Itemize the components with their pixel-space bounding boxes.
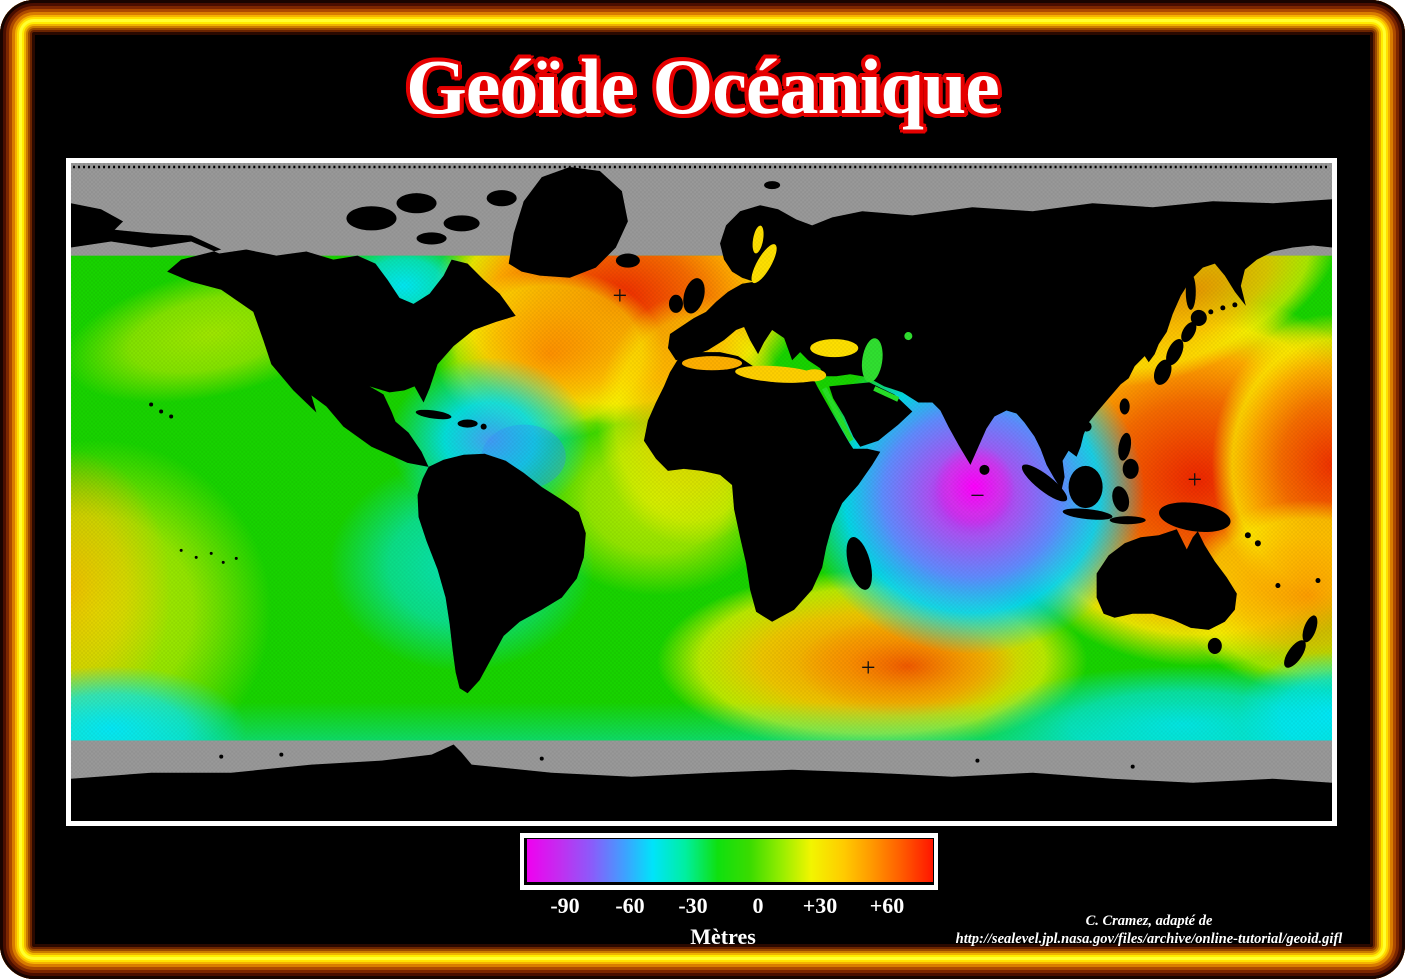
tick-plus-60: +60 <box>869 893 905 918</box>
attribution-line1: C. Cramez, adapté de <box>1085 913 1213 929</box>
colorbar-gradient <box>524 838 934 885</box>
unit-label: Mètres <box>690 924 756 949</box>
marker-north-atlantic-plus: + <box>613 281 628 310</box>
page-title: Geóïde Océanique <box>406 43 1000 130</box>
tick-minus-60: -60 <box>615 893 645 918</box>
world-map-svg: + + + − <box>71 163 1332 821</box>
tick-zero: 0 <box>752 893 764 918</box>
world-map-panel: + + + − <box>66 158 1337 826</box>
tick-minus-90: -90 <box>550 893 580 918</box>
marker-south-indian-plus: + <box>861 653 876 682</box>
tick-plus-30: +30 <box>802 893 838 918</box>
attribution: C. Cramez, adapté de http://sealevel.jpl… <box>938 912 1360 948</box>
colorbar <box>520 833 938 890</box>
marker-west-pacific-plus: + <box>1187 465 1202 494</box>
marker-layer: + + + − <box>613 281 1203 682</box>
attribution-line2: http://sealevel.jpl.nasa.gov/files/archi… <box>955 931 1343 948</box>
tick-minus-30: -30 <box>678 893 708 918</box>
marker-indian-low-minus: − <box>970 481 985 510</box>
